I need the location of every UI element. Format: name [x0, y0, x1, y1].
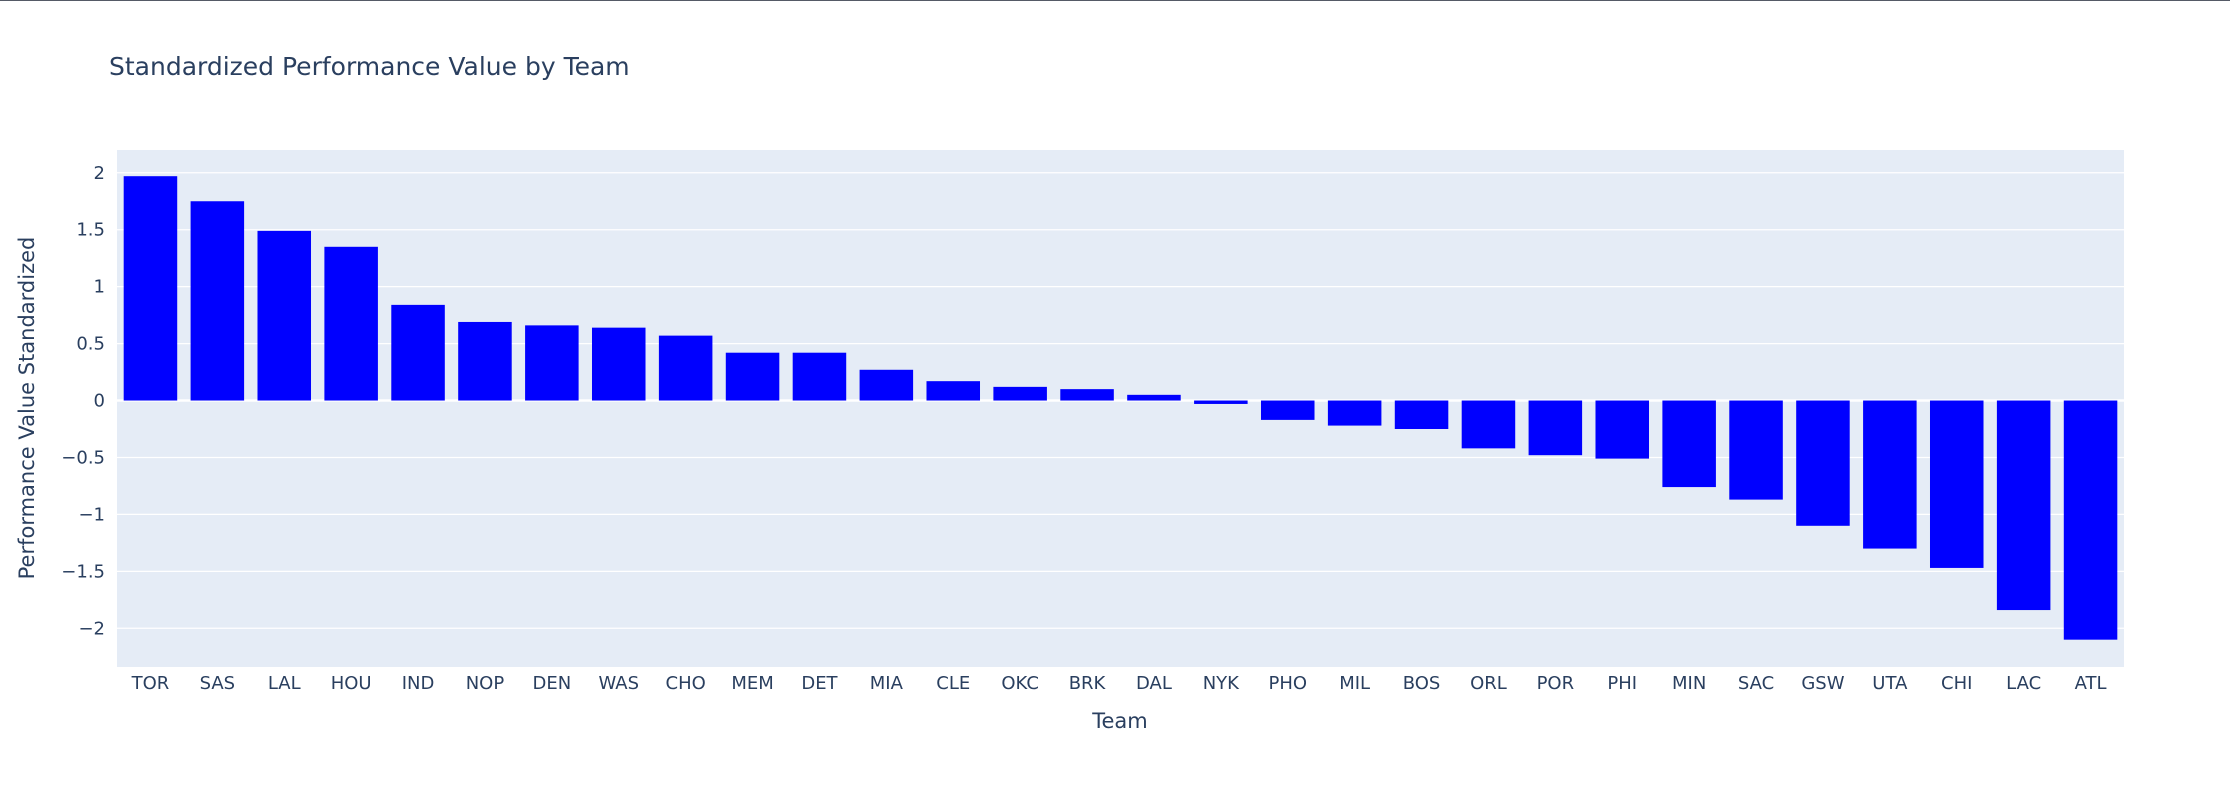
bar-mem[interactable]	[725, 352, 780, 401]
y-tick-labels: 2 1.5 1 0.5 0 −0.5 −1 −1.5 −2	[61, 163, 105, 640]
y-tick-label: 0.5	[76, 334, 105, 355]
bar-chi[interactable]	[1929, 400, 1984, 568]
bar-det[interactable]	[792, 352, 847, 401]
x-tick-label: SAS	[200, 673, 236, 694]
bar-phi[interactable]	[1595, 400, 1650, 459]
x-tick-label: HOU	[331, 673, 372, 694]
x-tick-label: MEM	[731, 673, 773, 694]
bar-den[interactable]	[525, 325, 579, 401]
x-tick-label: TOR	[131, 673, 170, 694]
x-tick-label: DET	[801, 673, 838, 694]
y-tick-label: 0	[94, 391, 105, 412]
bar-cle[interactable]	[926, 381, 981, 401]
bar-lal[interactable]	[257, 230, 312, 401]
bar-orl[interactable]	[1461, 400, 1516, 449]
bar-sac[interactable]	[1729, 400, 1783, 500]
x-tick-label: CLE	[936, 673, 970, 694]
chart-title: Standardized Performance Value by Team	[109, 52, 630, 81]
x-tick-label: GSW	[1801, 673, 1844, 694]
bar-okc[interactable]	[993, 386, 1047, 401]
y-tick-label: −1.5	[61, 561, 105, 582]
y-tick-label: −2	[78, 618, 105, 639]
bar-mil[interactable]	[1327, 400, 1382, 426]
bar-nyk[interactable]	[1194, 400, 1248, 404]
bar-hou[interactable]	[324, 246, 378, 401]
x-tick-labels: TOR SAS LAL HOU IND NOP DEN WAS CHO MEM DET MIA CLE O…	[131, 673, 2107, 694]
x-tick-label: POR	[1537, 673, 1575, 694]
x-tick-label: NYK	[1203, 673, 1240, 694]
x-tick-label: DAL	[1136, 673, 1172, 694]
bar-lac[interactable]	[1996, 400, 2051, 611]
bar-ind[interactable]	[391, 304, 445, 401]
bar-gsw[interactable]	[1796, 400, 1850, 526]
y-tick-label: 1.5	[76, 220, 105, 241]
x-tick-label: CHI	[1941, 673, 1972, 694]
x-tick-label: MIA	[870, 673, 904, 694]
x-axis-title: Team	[1091, 709, 1148, 733]
x-tick-label: NOP	[466, 673, 505, 694]
y-tick-label: 1	[94, 277, 105, 298]
plot-area	[117, 150, 2124, 667]
bar-nop[interactable]	[458, 321, 512, 401]
bar-sas[interactable]	[190, 201, 245, 401]
y-tick-label: −0.5	[61, 447, 105, 468]
x-tick-label: BOS	[1403, 673, 1441, 694]
bar-bos[interactable]	[1394, 400, 1449, 429]
bar-tor[interactable]	[123, 176, 178, 401]
bar-mia[interactable]	[859, 369, 914, 401]
x-tick-label: LAL	[268, 673, 301, 694]
y-tick-label: −1	[78, 504, 105, 525]
bar-pho[interactable]	[1260, 400, 1315, 420]
x-tick-label: PHI	[1607, 673, 1637, 694]
x-tick-label: PHO	[1268, 673, 1307, 694]
x-tick-label: WAS	[598, 673, 639, 694]
bar-min[interactable]	[1662, 400, 1716, 488]
bars	[123, 176, 2118, 640]
bar-atl[interactable]	[2063, 400, 2118, 640]
bar-dal[interactable]	[1127, 394, 1181, 401]
x-tick-label: MIN	[1672, 673, 1706, 694]
gridlines	[117, 172, 2124, 629]
x-tick-label: SAC	[1738, 673, 1774, 694]
x-tick-label: BRK	[1069, 673, 1107, 694]
x-tick-label: ATL	[2075, 673, 2107, 694]
bar-cho[interactable]	[658, 335, 713, 401]
top-border-line	[0, 0, 2230, 1]
x-tick-label: CHO	[666, 673, 706, 694]
bar-was[interactable]	[591, 327, 646, 401]
x-tick-label: DEN	[532, 673, 571, 694]
y-tick-label: 2	[94, 163, 105, 184]
x-tick-label: UTA	[1872, 673, 1908, 694]
x-tick-label: IND	[402, 673, 435, 694]
bar-por[interactable]	[1528, 400, 1583, 456]
bar-brk[interactable]	[1060, 389, 1114, 401]
y-axis-title: Performance Value Standardized	[15, 237, 39, 580]
x-tick-label: LAC	[2006, 673, 2041, 694]
bar-uta[interactable]	[1863, 400, 1917, 549]
x-tick-label: OKC	[1001, 673, 1039, 694]
x-tick-label: ORL	[1470, 673, 1507, 694]
x-tick-label: MIL	[1339, 673, 1370, 694]
